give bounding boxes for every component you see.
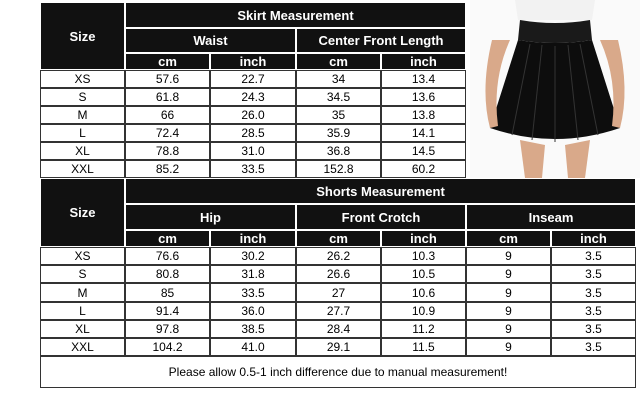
value-cell: 85 <box>125 283 210 302</box>
value-cell: 24.3 <box>210 88 296 106</box>
unit-header: cm <box>466 230 551 247</box>
unit-header: cm <box>125 53 210 70</box>
value-cell: 3.5 <box>551 283 636 302</box>
value-cell: 26.0 <box>210 106 296 124</box>
table-title: Skirt Measurement <box>125 2 466 28</box>
value-cell: 13.8 <box>381 106 466 124</box>
value-cell: 35.9 <box>296 124 381 142</box>
value-cell: 97.8 <box>125 320 210 338</box>
value-cell: 9 <box>466 265 551 283</box>
group-header: Hip <box>125 204 296 230</box>
value-cell: 3.5 <box>551 247 636 265</box>
size-cell: S <box>40 88 125 106</box>
value-cell: 26.2 <box>296 247 381 265</box>
value-cell: 3.5 <box>551 320 636 338</box>
value-cell: 28.5 <box>210 124 296 142</box>
value-cell: 30.2 <box>210 247 296 265</box>
value-cell: 78.8 <box>125 142 210 160</box>
group-header: Waist <box>125 28 296 53</box>
value-cell: 66 <box>125 106 210 124</box>
unit-header: cm <box>296 53 381 70</box>
product-photo <box>470 0 640 178</box>
table-title: Shorts Measurement <box>125 178 636 204</box>
value-cell: 28.4 <box>296 320 381 338</box>
note: Please allow 0.5-1 inch difference due t… <box>40 356 636 388</box>
value-cell: 76.6 <box>125 247 210 265</box>
value-cell: 27.7 <box>296 302 381 320</box>
value-cell: 31.8 <box>210 265 296 283</box>
value-cell: 13.4 <box>381 70 466 88</box>
unit-header: inch <box>210 230 296 247</box>
group-header: Front Crotch <box>296 204 466 230</box>
unit-header: cm <box>125 230 210 247</box>
value-cell: 10.5 <box>381 265 466 283</box>
value-cell: 33.5 <box>210 160 296 178</box>
unit-header: inch <box>551 230 636 247</box>
unit-header: inch <box>210 53 296 70</box>
value-cell: 38.5 <box>210 320 296 338</box>
size-cell: XXL <box>40 338 125 356</box>
unit-header: inch <box>381 230 466 247</box>
value-cell: 26.6 <box>296 265 381 283</box>
value-cell: 13.6 <box>381 88 466 106</box>
value-cell: 72.4 <box>125 124 210 142</box>
size-cell: XS <box>40 70 125 88</box>
value-cell: 61.8 <box>125 88 210 106</box>
size-cell: XL <box>40 320 125 338</box>
value-cell: 36.8 <box>296 142 381 160</box>
value-cell: 9 <box>466 320 551 338</box>
value-cell: 3.5 <box>551 338 636 356</box>
size-header: Size <box>40 2 125 70</box>
value-cell: 41.0 <box>210 338 296 356</box>
size-cell: L <box>40 302 125 320</box>
size-header: Size <box>40 178 125 247</box>
value-cell: 9 <box>466 338 551 356</box>
value-cell: 91.4 <box>125 302 210 320</box>
value-cell: 57.6 <box>125 70 210 88</box>
size-cell: M <box>40 106 125 124</box>
size-cell: L <box>40 124 125 142</box>
group-header: Center Front Length <box>296 28 466 53</box>
value-cell: 60.2 <box>381 160 466 178</box>
value-cell: 35 <box>296 106 381 124</box>
value-cell: 14.1 <box>381 124 466 142</box>
value-cell: 85.2 <box>125 160 210 178</box>
value-cell: 27 <box>296 283 381 302</box>
unit-header: inch <box>381 53 466 70</box>
size-cell: M <box>40 283 125 302</box>
value-cell: 80.8 <box>125 265 210 283</box>
value-cell: 10.6 <box>381 283 466 302</box>
value-cell: 3.5 <box>551 265 636 283</box>
value-cell: 11.5 <box>381 338 466 356</box>
value-cell: 14.5 <box>381 142 466 160</box>
group-header: Inseam <box>466 204 636 230</box>
size-cell: XXL <box>40 160 125 178</box>
size-cell: XL <box>40 142 125 160</box>
value-cell: 9 <box>466 247 551 265</box>
value-cell: 152.8 <box>296 160 381 178</box>
value-cell: 9 <box>466 302 551 320</box>
value-cell: 10.3 <box>381 247 466 265</box>
size-cell: S <box>40 265 125 283</box>
value-cell: 36.0 <box>210 302 296 320</box>
unit-header: cm <box>296 230 381 247</box>
value-cell: 9 <box>466 283 551 302</box>
value-cell: 3.5 <box>551 302 636 320</box>
value-cell: 29.1 <box>296 338 381 356</box>
value-cell: 22.7 <box>210 70 296 88</box>
value-cell: 104.2 <box>125 338 210 356</box>
size-cell: XS <box>40 247 125 265</box>
value-cell: 31.0 <box>210 142 296 160</box>
value-cell: 34 <box>296 70 381 88</box>
value-cell: 33.5 <box>210 283 296 302</box>
value-cell: 10.9 <box>381 302 466 320</box>
value-cell: 11.2 <box>381 320 466 338</box>
value-cell: 34.5 <box>296 88 381 106</box>
